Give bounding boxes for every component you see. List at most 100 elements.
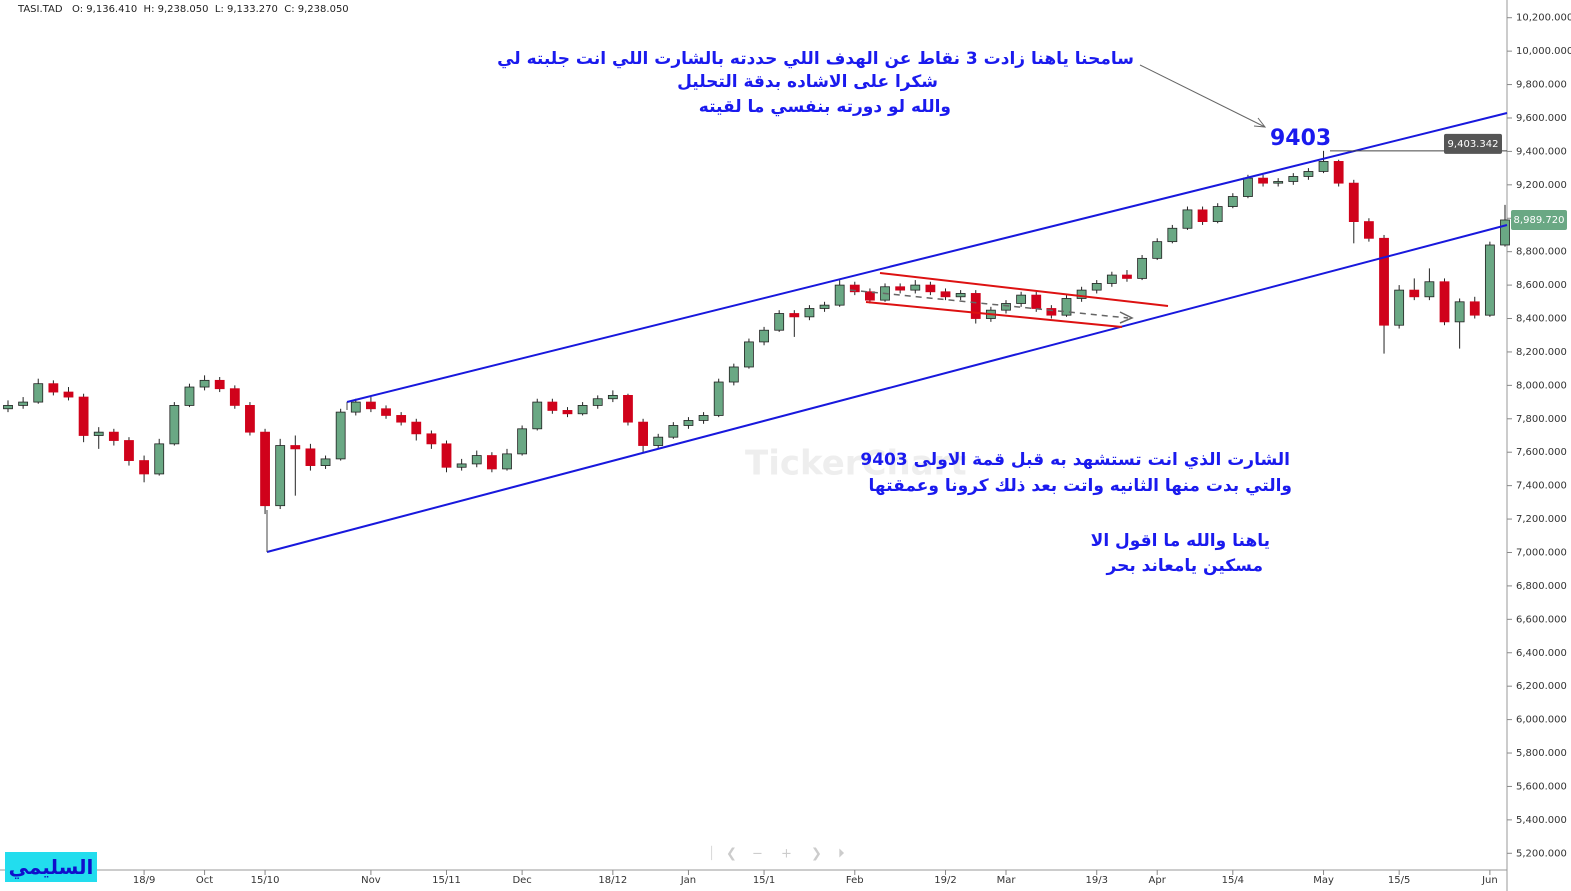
- candle-body: [1076, 289, 1087, 299]
- nav-icon[interactable]: ⏐: [708, 846, 715, 862]
- candle-body: [169, 405, 180, 445]
- candle-body: [1379, 237, 1389, 326]
- candle-body: [350, 401, 361, 413]
- candle-body: [1212, 206, 1223, 222]
- candle-body: [1454, 301, 1465, 323]
- candle-body: [441, 443, 452, 468]
- candle-body: [426, 433, 437, 445]
- candle-body: [940, 291, 951, 298]
- annotation: مسكين يامعاند بحر: [1106, 556, 1263, 576]
- nav-icons[interactable]: ⏐ ❮ − + ❯ ⏵: [708, 846, 845, 862]
- watermark: TickerChart: [745, 444, 967, 484]
- candle-body: [456, 463, 467, 468]
- candle-body: [577, 405, 588, 415]
- x-tick-label: 15/10: [251, 875, 280, 886]
- candle-body: [713, 381, 724, 416]
- candle-body: [1500, 219, 1510, 246]
- x-tick-label: 15/11: [432, 875, 461, 886]
- y-tick-label: 7,200.000: [1516, 514, 1567, 525]
- drawings: [266, 64, 1508, 553]
- channel-lower: [266, 224, 1508, 553]
- candle-body: [3, 405, 13, 410]
- x-tick-label: Jan: [680, 875, 696, 886]
- candle-body: [683, 420, 694, 426]
- candle-body: [955, 293, 966, 298]
- y-tick-label: 5,400.000: [1516, 815, 1567, 826]
- candle-body: [1243, 177, 1253, 197]
- candle-body: [562, 410, 573, 415]
- arrow-head: [1253, 117, 1267, 128]
- price-tag: [1444, 133, 1502, 154]
- nav-icon[interactable]: ⏵: [838, 847, 845, 862]
- candle-body: [1227, 196, 1238, 207]
- candle-body: [910, 284, 921, 291]
- candle-body: [532, 401, 543, 430]
- flag-upper: [879, 272, 1169, 307]
- candle-body: [1152, 241, 1163, 259]
- candle-body: [381, 408, 391, 416]
- candle-body: [275, 445, 286, 507]
- candle-body: [1122, 274, 1132, 279]
- candle-body: [849, 284, 860, 293]
- candle-body: [214, 379, 225, 390]
- annotation: ياهنا والله ما اقول الا: [1090, 531, 1270, 551]
- y-tick-label: 9,600.000: [1516, 113, 1567, 124]
- annotation: الشارت الذي انت تستشهد به قبل قمة الاولى…: [860, 450, 1290, 470]
- y-tick-label: 9,200.000: [1516, 180, 1567, 191]
- y-tick-label: 7,800.000: [1516, 414, 1567, 425]
- x-tick-label: 18/9: [133, 875, 155, 886]
- y-tick-label: 5,200.000: [1516, 848, 1567, 859]
- y-tick-label: 6,000.000: [1516, 715, 1567, 726]
- candle-body: [1182, 209, 1193, 229]
- candle-body: [819, 304, 830, 309]
- y-tick-label: 6,200.000: [1516, 681, 1567, 692]
- y-tick-label: 5,800.000: [1516, 748, 1567, 759]
- candle-body: [865, 291, 875, 301]
- candle-body: [1167, 227, 1178, 243]
- candle-body: [668, 425, 679, 438]
- channel-upper: [346, 112, 1508, 403]
- candle-body: [1197, 209, 1208, 222]
- candle-body: [1106, 274, 1117, 284]
- nav-icon[interactable]: +: [781, 847, 792, 862]
- nav-icon[interactable]: −: [752, 847, 763, 862]
- y-tick-label: 6,600.000: [1516, 614, 1567, 625]
- x-tick-label: Apr: [1149, 875, 1167, 886]
- candle-body: [759, 329, 769, 343]
- candle-body: [1484, 244, 1495, 316]
- candle-body: [396, 415, 407, 423]
- nav-icon[interactable]: ❯: [811, 847, 822, 862]
- candle-body: [789, 313, 800, 318]
- candle-body: [1333, 161, 1344, 184]
- signature: السليمي: [5, 852, 97, 882]
- candle-body: [607, 394, 618, 400]
- candle-body: [834, 284, 845, 306]
- candle-body: [78, 396, 89, 436]
- x-tick-label: Oct: [196, 875, 213, 886]
- candle-body: [48, 383, 59, 393]
- candle-body: [1001, 303, 1011, 311]
- x-tick-label: Dec: [512, 875, 531, 886]
- flag-lower: [865, 301, 1123, 328]
- candle-body: [1318, 161, 1329, 172]
- y-tick-label: 10,200.000: [1516, 13, 1571, 24]
- arrow-head: [1119, 311, 1134, 324]
- y-tick-label: 8,600.000: [1516, 280, 1567, 291]
- candle-body: [517, 428, 528, 455]
- price-tag: [1511, 209, 1567, 230]
- y-tick-label: 7,000.000: [1516, 547, 1567, 558]
- y-tick-label: 8,000.000: [1516, 380, 1567, 391]
- x-tick-label: Feb: [846, 875, 864, 886]
- nav-icon[interactable]: ❮: [726, 847, 737, 862]
- candle-body: [1424, 281, 1435, 298]
- x-tick-label: May: [1313, 875, 1334, 886]
- candle-body: [774, 313, 785, 331]
- candle-body: [124, 440, 134, 461]
- x-tick-label: 15/1: [753, 875, 775, 886]
- candle-body: [1394, 289, 1405, 326]
- candle-body: [1016, 294, 1027, 304]
- y-tick-label: 9,400.000: [1516, 146, 1567, 157]
- candle-body: [1364, 221, 1374, 239]
- candle-body: [108, 431, 119, 441]
